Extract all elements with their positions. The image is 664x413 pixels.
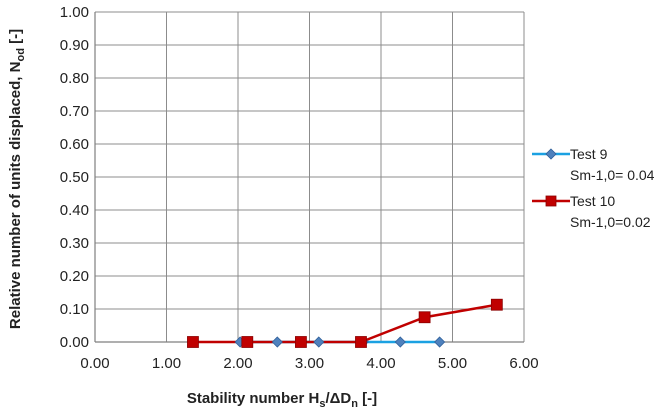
x-tick-label: 5.00 — [438, 355, 467, 372]
legend-item-test-9: Test 9 Sm-1,0= 0.04 — [532, 146, 655, 183]
grid — [94, 11, 525, 343]
data-point-test-10 — [295, 336, 307, 348]
legend-label-test-10: Test 10 — [570, 193, 615, 209]
y-tick-label: 0.50 — [60, 169, 89, 186]
data-point-test-10 — [187, 336, 199, 348]
y-tick-labels: 0.00 0.10 0.20 0.30 0.40 0.50 0.60 0.70 0.80 0.90… — [60, 4, 89, 351]
y-tick-label: 0.80 — [60, 70, 89, 87]
y-tick-label: 0.00 — [60, 334, 89, 351]
legend-sub-test-10: Sm-1,0=0.02 — [570, 214, 651, 230]
x-tick-label: 4.00 — [366, 355, 395, 372]
data-point-test-10 — [490, 298, 503, 311]
y-tick-label: 0.90 — [60, 37, 89, 54]
x-tick-label: 0.00 — [80, 355, 109, 372]
legend: Test 9 Sm-1,0= 0.04 Test 10 Sm-1,0=0.02 — [532, 146, 655, 230]
y-tick-label: 0.30 — [60, 235, 89, 252]
data-point-test-10 — [418, 311, 431, 324]
legend-sub-test-9: Sm-1,0= 0.04 — [570, 167, 655, 183]
x-tick-label: 3.00 — [295, 355, 324, 372]
y-axis-title: Relative number of units displaced, Nod … — [7, 29, 27, 329]
x-tick-label: 6.00 — [509, 355, 538, 372]
y-tick-label: 0.10 — [60, 301, 89, 318]
series-markers — [187, 298, 503, 348]
y-tick-label: 1.00 — [60, 4, 89, 21]
data-point-test-9 — [313, 336, 325, 348]
x-tick-labels: 0.00 1.00 2.00 3.00 4.00 5.00 6.00 — [80, 355, 538, 372]
x-tick-label: 2.00 — [223, 355, 252, 372]
y-tick-label: 0.40 — [60, 202, 89, 219]
legend-item-test-10: Test 10 Sm-1,0=0.02 — [532, 193, 651, 230]
y-tick-label: 0.20 — [60, 268, 89, 285]
data-point-test-10 — [241, 336, 254, 348]
legend-marker-test-9 — [545, 148, 557, 160]
y-tick-label: 0.60 — [60, 136, 89, 153]
x-axis-title: Stability number Hs/ΔDn [-] — [187, 390, 377, 410]
legend-marker-test-10 — [545, 195, 557, 207]
x-tick-label: 1.00 — [152, 355, 181, 372]
legend-label-test-9: Test 9 — [570, 146, 608, 162]
data-point-test-10 — [355, 336, 367, 348]
data-point-test-9 — [271, 336, 283, 348]
data-point-test-9 — [394, 336, 406, 348]
data-point-test-9 — [434, 336, 446, 348]
y-tick-label: 0.70 — [60, 103, 89, 120]
